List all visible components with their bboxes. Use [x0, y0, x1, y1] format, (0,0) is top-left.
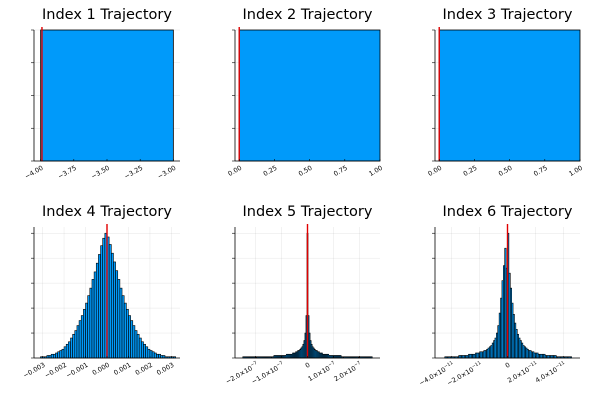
histogram-bar [68, 341, 71, 359]
histogram-bar [76, 325, 80, 359]
histogram-bar [87, 295, 91, 359]
histogram-bar [72, 333, 76, 359]
histogram-bar [83, 309, 86, 359]
histogram-bar [158, 353, 161, 359]
histogram-bar [113, 261, 116, 359]
histogram-bar [80, 315, 84, 359]
histogram-bar [126, 309, 129, 359]
subplot-title: Index 3 Trajectory [443, 7, 573, 23]
histogram-bar [119, 287, 123, 359]
histogram-bar [134, 330, 138, 359]
histogram-bar [438, 29, 581, 162]
histogram-bar [143, 343, 146, 359]
histogram-bar [61, 348, 65, 359]
histogram-bar [141, 341, 144, 359]
histogram-bar [59, 350, 63, 359]
histogram-bar [53, 353, 56, 359]
histogram-bar [65, 343, 69, 359]
histogram-bar [110, 252, 114, 359]
subplot-title: Index 2 Trajectory [243, 7, 373, 23]
histogram-bar [57, 351, 61, 359]
histogram-bar [78, 320, 82, 359]
histogram-bar [136, 333, 140, 359]
subplot-title: Index 4 Trajectory [42, 204, 172, 220]
subplot-title: Index 1 Trajectory [42, 7, 172, 23]
histogram-bar [121, 295, 125, 359]
histogram-bar [70, 337, 73, 359]
subplot-6: −4.0×10−11−2.0×10−11 02.0×10−114.0×10−11I… [418, 204, 580, 387]
histogram-bar [95, 262, 99, 359]
histogram-bar [74, 330, 78, 359]
histogram-bar [145, 346, 149, 359]
histogram-bar [40, 29, 174, 162]
histogram-bar [128, 315, 131, 359]
histogram-bar [238, 29, 381, 162]
subplot-title: Index 6 Trajectory [443, 204, 573, 220]
histogram-bar [98, 254, 101, 359]
histogram-bar [149, 350, 153, 359]
subplot-5: −2.0×10−7−1.0×10−7 01.0×10−72.0×10−7Index… [224, 204, 380, 386]
histogram-bar [108, 244, 112, 359]
histogram-bar [153, 352, 157, 359]
histogram-bar [55, 352, 58, 359]
histogram-bar [117, 279, 121, 359]
histogram-bar [115, 270, 119, 359]
x-tick-label: 0 [504, 361, 512, 370]
histogram-bar [100, 245, 104, 359]
histogram-bar [147, 348, 151, 359]
histogram-bar [93, 271, 97, 359]
histogram-bar [132, 325, 136, 359]
subplot-4: −0.003−0.002−0.001 0.000 0.001 0.002 0.003In… [22, 204, 180, 380]
x-tick-label: 0 [304, 361, 312, 370]
histogram-bar [123, 302, 127, 359]
histogram-bar [50, 353, 54, 359]
histogram-bar [91, 279, 95, 359]
histogram-bar [151, 351, 155, 359]
histogram-bar [138, 337, 142, 359]
histogram-bar [156, 353, 159, 359]
subplot-title: Index 5 Trajectory [243, 204, 373, 220]
histogram-bar [85, 302, 88, 359]
histogram-bar [102, 237, 106, 359]
histogram-bar [89, 287, 93, 359]
histogram-bar [130, 320, 134, 359]
histogram-bar [63, 346, 67, 359]
